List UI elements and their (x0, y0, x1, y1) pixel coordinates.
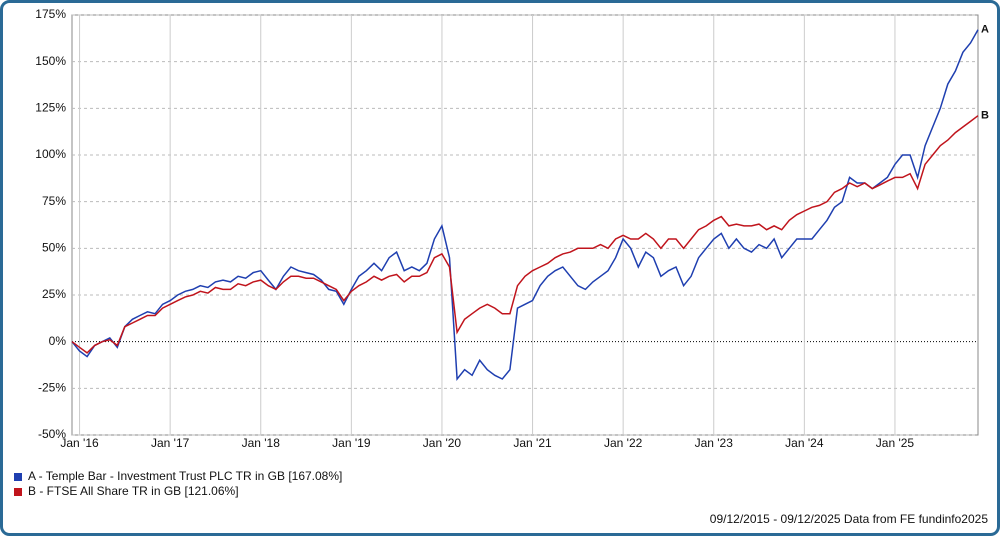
y-tick-label: 175% (35, 7, 66, 21)
y-tick-label: -50% (38, 427, 66, 441)
x-tick-label: Jan '19 (332, 436, 371, 450)
y-tick-label: 150% (35, 54, 66, 68)
series-line (71, 29, 979, 381)
legend-label: B - FTSE All Share TR in GB [121.06%] (28, 484, 239, 498)
end-label: A (981, 24, 989, 36)
footnote: 09/12/2015 - 09/12/2025 Data from FE fun… (710, 512, 989, 526)
x-tick-label: Jan '25 (876, 436, 915, 450)
series-line (71, 115, 979, 354)
x-tick-label: Jan '21 (513, 436, 552, 450)
legend-swatch (14, 488, 22, 496)
x-tick-label: Jan '20 (423, 436, 462, 450)
y-tick-label: -25% (38, 381, 66, 395)
x-tick-label: Jan '23 (695, 436, 734, 450)
legend-swatch (14, 473, 22, 481)
x-tick-label: Jan '16 (60, 436, 99, 450)
end-label: B (981, 110, 989, 122)
x-tick-label: Jan '22 (604, 436, 643, 450)
y-tick-label: 100% (35, 147, 66, 161)
x-tick-label: Jan '18 (242, 436, 281, 450)
y-tick-label: 25% (42, 287, 66, 301)
legend-label: A - Temple Bar - Investment Trust PLC TR… (28, 469, 342, 483)
y-tick-label: 0% (49, 334, 67, 348)
x-tick-label: Jan '24 (785, 436, 824, 450)
y-tick-label: 75% (42, 194, 66, 208)
y-tick-label: 50% (42, 241, 66, 255)
x-tick-label: Jan '17 (151, 436, 190, 450)
y-tick-label: 125% (35, 101, 66, 115)
